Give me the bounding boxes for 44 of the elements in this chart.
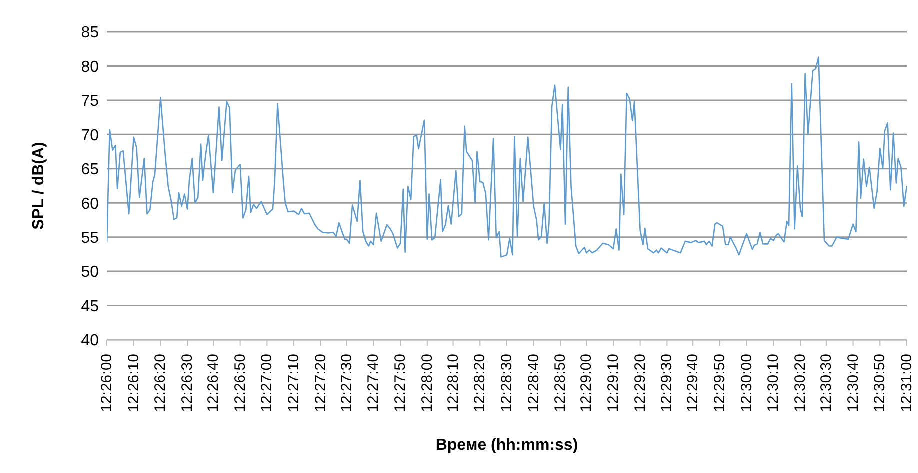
y-tick-label: 80	[81, 58, 100, 76]
x-tick-label: 12:27:40	[365, 354, 382, 412]
x-tick-label: 12:29:10	[604, 354, 622, 412]
x-tick-label: 12:26:00	[98, 354, 116, 412]
x-tick-label: 12:26:50	[232, 354, 249, 412]
y-tick-label: 40	[81, 332, 100, 350]
x-tick-label: 12:28:40	[525, 354, 542, 412]
x-tick-label: 12:27:30	[338, 354, 356, 412]
x-tick-label: 12:29:30	[658, 354, 676, 412]
x-tick-label: 12:27:00	[258, 354, 276, 412]
x-axis-title: Време (hh:mm:ss)	[436, 437, 578, 454]
x-tick-label: 12:27:20	[312, 354, 330, 412]
x-tick-label: 12:29:50	[711, 354, 728, 412]
x-tick-label: 12:30:10	[765, 354, 782, 412]
x-tick-label: 12:28:30	[498, 354, 516, 412]
y-axis-title: SPL / dB(A)	[30, 142, 48, 230]
y-tick-label: 85	[81, 24, 100, 42]
x-tick-label: 12:28:10	[444, 354, 462, 412]
x-tick-label: 12:29:20	[632, 354, 649, 412]
x-tick-label: 12:26:30	[179, 354, 196, 412]
x-tick-label: 12:30:30	[818, 354, 835, 412]
x-tick-label: 12:31:00	[898, 354, 916, 412]
x-tick-label: 12:28:00	[418, 354, 436, 412]
x-tick-label: 12:27:50	[392, 354, 410, 412]
y-tick-label: 75	[81, 93, 100, 110]
y-tick-label: 50	[81, 264, 100, 282]
x-tick-label: 12:26:40	[204, 354, 222, 412]
y-tick-label: 60	[81, 196, 100, 213]
x-tick-label: 12:27:10	[286, 354, 303, 412]
x-tick-label: 12:28:20	[472, 354, 489, 412]
x-tick-label: 12:30:50	[872, 354, 889, 412]
x-tick-label: 12:30:20	[792, 354, 810, 412]
x-tick-label: 12:30:40	[844, 354, 862, 412]
x-tick-label: 12:29:00	[578, 354, 596, 412]
x-tick-label: 12:28:50	[552, 354, 570, 412]
y-tick-label: 70	[81, 127, 100, 144]
y-tick-label: 55	[81, 230, 100, 248]
line-series	[107, 56, 907, 258]
y-tick-label: 65	[81, 162, 100, 179]
x-tick-label: 12:29:40	[684, 354, 702, 412]
x-tick-label: 12:26:20	[152, 354, 170, 412]
x-tick-label: 12:26:10	[125, 354, 142, 412]
y-tick-label: 45	[81, 298, 100, 316]
x-tick-label: 12:30:00	[738, 354, 756, 412]
